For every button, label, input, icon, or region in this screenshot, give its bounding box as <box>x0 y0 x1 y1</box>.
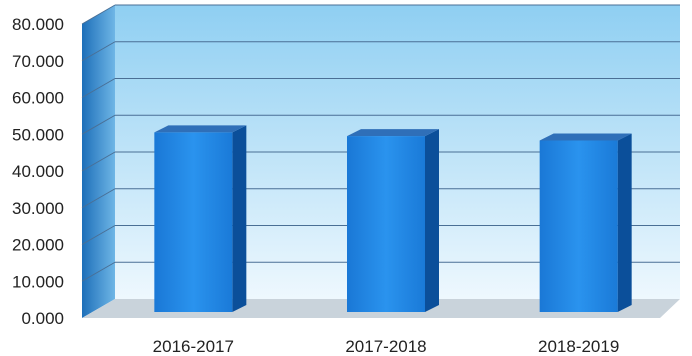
bar-top <box>347 129 439 137</box>
y-tick-label: 80.000 <box>12 15 64 34</box>
gridline-side <box>81 4 116 25</box>
bar <box>539 133 632 312</box>
y-tick-label: 60.000 <box>12 89 64 108</box>
gridline-side <box>81 225 116 245</box>
y-tick-label: 10.000 <box>12 272 64 291</box>
gridline-side <box>81 114 116 135</box>
bar-top <box>154 125 247 133</box>
y-axis-ticks: 0.000 10.000 20.000 30.000 40.000 50.000 60.00… <box>12 15 64 328</box>
bar-side <box>425 129 439 312</box>
x-tick-label: 2017-2018 <box>345 337 426 356</box>
bar-side <box>232 125 247 312</box>
x-tick-label: 2018-2019 <box>538 337 619 356</box>
bar-front <box>539 140 618 312</box>
y-tick-label: 70.000 <box>12 52 64 71</box>
bar-top <box>539 133 632 141</box>
y-tick-label: 0.000 <box>21 309 64 328</box>
y-tick-label: 30.000 <box>12 199 64 218</box>
bar <box>154 125 247 312</box>
y-tick-label: 20.000 <box>12 236 64 255</box>
gridline-side <box>81 78 116 98</box>
y-tick-label: 50.000 <box>12 125 64 144</box>
bar-front <box>154 132 233 312</box>
bar-front <box>347 136 425 312</box>
x-tick-label: 2016-2017 <box>153 337 234 356</box>
x-axis-labels: 2016-2017 2017-2018 2018-2019 <box>153 337 620 356</box>
gridline-side <box>81 261 116 282</box>
bar <box>347 129 439 312</box>
bar-side <box>617 133 632 312</box>
y-tick-label: 40.000 <box>12 162 64 181</box>
gridline-side <box>81 188 116 209</box>
gridline-side <box>81 41 116 62</box>
gridline-side <box>81 151 116 172</box>
bars <box>154 125 632 312</box>
